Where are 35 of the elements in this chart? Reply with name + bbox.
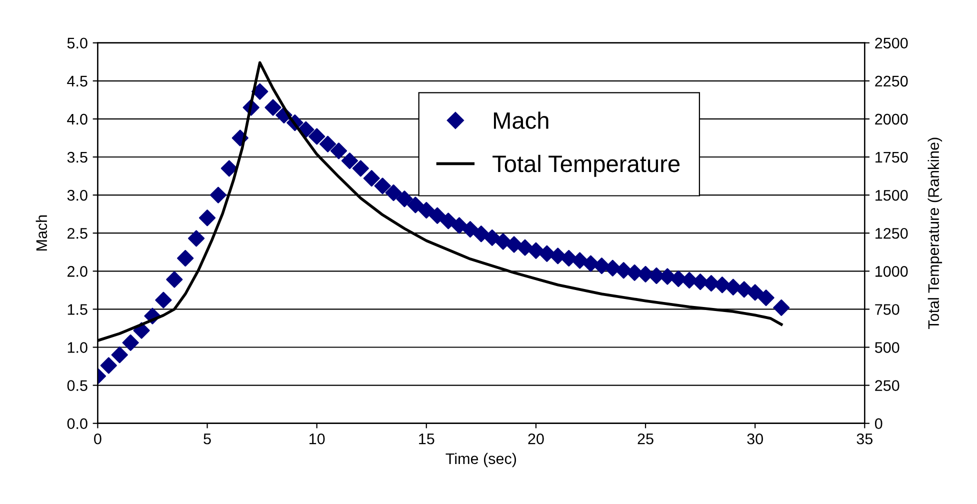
y-tick-label: 2.5 (68, 228, 88, 239)
y-tick-label: 1.5 (68, 304, 88, 315)
y2-tick-label: 500 (874, 342, 900, 353)
y2-tick-label: 750 (875, 304, 900, 315)
y-tick-label: 5.0 (67, 38, 88, 49)
y2-tick-label: 2500 (875, 38, 908, 49)
x-tick-label: 10 (309, 433, 325, 444)
y2-tick-label: 1750 (876, 152, 908, 163)
y-tick-label: 0.5 (67, 380, 88, 391)
y-tick-label: 4.0 (67, 114, 88, 125)
x-tick-label: 35 (856, 433, 872, 444)
y-tick-label: 4.5 (67, 76, 88, 87)
y2-tick-label: 1500 (876, 190, 908, 201)
x-tick-label: 25 (638, 433, 654, 444)
x-tick-label: 15 (419, 434, 434, 444)
y2-tick-label: 250 (875, 380, 900, 391)
legend-label: Total Temperature (492, 154, 680, 177)
y2-tick-label: 1000 (876, 266, 908, 277)
x-tick-label: 30 (747, 433, 763, 444)
y2-tick-label: 2250 (875, 76, 908, 87)
y2-axis-title: Total Temperature (Rankine) (928, 138, 942, 329)
y2-tick-label: 1250 (876, 228, 908, 239)
legend-label: Mach (494, 112, 548, 129)
y-tick-label: 2.0 (68, 266, 88, 277)
x-tick-label: 0 (94, 433, 102, 444)
y-tick-label: 3.0 (67, 190, 88, 201)
y2-tick-label: 2000 (875, 114, 908, 125)
y-tick-label: 1.0 (68, 342, 88, 353)
y-tick-label: 3.5 (67, 152, 88, 163)
x-tick-label: 20 (528, 433, 544, 444)
y-tick-label: 0.0 (67, 418, 88, 430)
y2-tick-label: 0 (874, 418, 882, 430)
x-tick-label: 5 (204, 434, 211, 444)
x-axis-title: Time (sec) (446, 452, 516, 468)
y-axis-title: Mach (36, 215, 48, 251)
